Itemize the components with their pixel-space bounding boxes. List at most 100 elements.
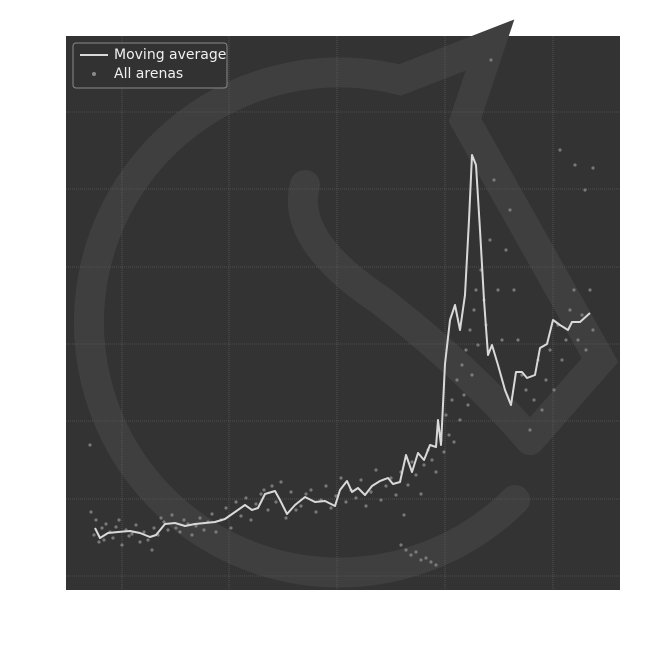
scatter-point: [111, 536, 115, 540]
scatter-point: [540, 408, 544, 412]
scatter-point: [424, 556, 428, 560]
scatter-point: [146, 538, 150, 542]
scatter-point: [229, 526, 233, 530]
scatter-point: [384, 484, 388, 488]
scatter-point: [279, 480, 283, 484]
scatter-point: [270, 484, 274, 488]
scatter-point: [329, 506, 333, 510]
scatter-point: [528, 428, 532, 432]
scatter-point: [568, 308, 572, 312]
scatter-point: [406, 483, 410, 487]
moving-average-line: [94, 154, 591, 539]
scatter-point: [150, 548, 154, 552]
scatter-point: [394, 493, 398, 497]
scatter-point: [134, 523, 138, 527]
scatter-point: [434, 563, 438, 567]
scatter-point: [284, 516, 288, 520]
scatter-point: [458, 418, 462, 422]
scatter-point: [104, 522, 108, 526]
scatter-point: [97, 540, 101, 544]
scatter-point: [359, 478, 363, 482]
scatter-point: [127, 534, 131, 538]
scatter-point: [470, 373, 474, 377]
scatter-point: [434, 470, 438, 474]
watermark-logo: [74, 19, 619, 588]
scatter-point: [576, 338, 580, 342]
scatter-point: [447, 433, 451, 437]
scatter-point: [304, 492, 308, 496]
scatter-point: [202, 528, 206, 532]
scatter-point: [422, 463, 426, 467]
scatter-point: [114, 525, 118, 529]
scatter-point: [166, 528, 170, 532]
scatter-point: [450, 398, 454, 402]
scatter-point: [508, 208, 512, 212]
scatter-point: [591, 328, 595, 332]
scatter-point: [512, 288, 516, 292]
scatter-point: [374, 468, 378, 472]
scatter-point: [178, 530, 182, 534]
scatter-point: [419, 492, 423, 496]
scatter-point: [466, 403, 470, 407]
scatter-point: [476, 343, 480, 347]
scatter-point: [102, 538, 106, 542]
scatter-point: [429, 560, 433, 564]
scatter-point: [289, 490, 293, 494]
scatter-point: [89, 510, 93, 514]
scatter-point: [532, 398, 536, 402]
scatter-point: [444, 413, 448, 417]
scatter-point: [262, 488, 266, 492]
legend-swatch: [92, 72, 96, 76]
scatter-point: [414, 473, 418, 477]
scatter-point: [573, 163, 577, 167]
scatter-point: [309, 488, 313, 492]
scatter-point: [249, 518, 253, 522]
scatter-point: [152, 526, 156, 530]
scatter-point: [210, 512, 214, 516]
scatter-point: [364, 504, 368, 508]
legend: Moving average All arenas: [72, 42, 228, 89]
scatter-point: [430, 458, 434, 462]
scatter-point: [314, 510, 318, 514]
scatter-point: [198, 516, 202, 520]
scatter-point: [234, 500, 238, 504]
scatter-point: [552, 388, 556, 392]
scatter-point: [455, 378, 459, 382]
scatter-point: [492, 178, 496, 182]
scatter-point: [564, 338, 568, 342]
scatter-point: [100, 526, 104, 530]
scatter-point: [516, 338, 520, 342]
scatter-point: [399, 543, 403, 547]
scatter-point: [299, 504, 303, 508]
scatter-point: [259, 492, 263, 496]
scatter-point: [474, 288, 478, 292]
scatter-point: [500, 338, 504, 342]
scatter-point: [460, 363, 464, 367]
legend-label: All arenas: [114, 66, 183, 82]
scatter-point: [548, 348, 552, 352]
scatter-point: [162, 520, 166, 524]
marks: [88, 58, 595, 567]
scatter-point: [583, 188, 587, 192]
scatter-point: [410, 460, 414, 464]
scatter-point: [239, 514, 243, 518]
scatter-point: [404, 548, 408, 552]
scatter-point: [489, 58, 493, 62]
scatter-point: [389, 476, 393, 480]
scatter-point: [182, 518, 186, 522]
scatter-point: [170, 513, 174, 517]
logo-ring: [74, 19, 619, 588]
scatter-point: [580, 313, 584, 317]
scatter-point: [464, 348, 468, 352]
scatter-point: [324, 484, 328, 488]
legend-box: [72, 42, 228, 89]
legend-label: Moving average: [114, 47, 226, 63]
scatter-point: [468, 328, 472, 332]
scatter-point: [354, 496, 358, 500]
scatter-point: [504, 248, 508, 252]
logo-arm: [287, 170, 545, 455]
scatter-point: [214, 530, 218, 534]
scatter-point: [560, 358, 564, 362]
scatter-point: [117, 518, 121, 522]
